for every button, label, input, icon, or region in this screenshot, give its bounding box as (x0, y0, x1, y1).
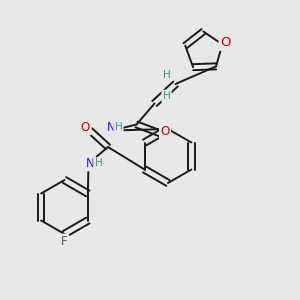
Text: O: O (160, 125, 169, 139)
Text: O: O (81, 121, 90, 134)
Text: H: H (94, 158, 102, 169)
Text: H: H (115, 122, 122, 133)
Text: N: N (85, 157, 94, 170)
Text: O: O (220, 36, 231, 49)
Text: N: N (106, 121, 116, 134)
Text: F: F (61, 235, 68, 248)
Text: H: H (163, 70, 170, 80)
Text: H: H (163, 91, 170, 101)
